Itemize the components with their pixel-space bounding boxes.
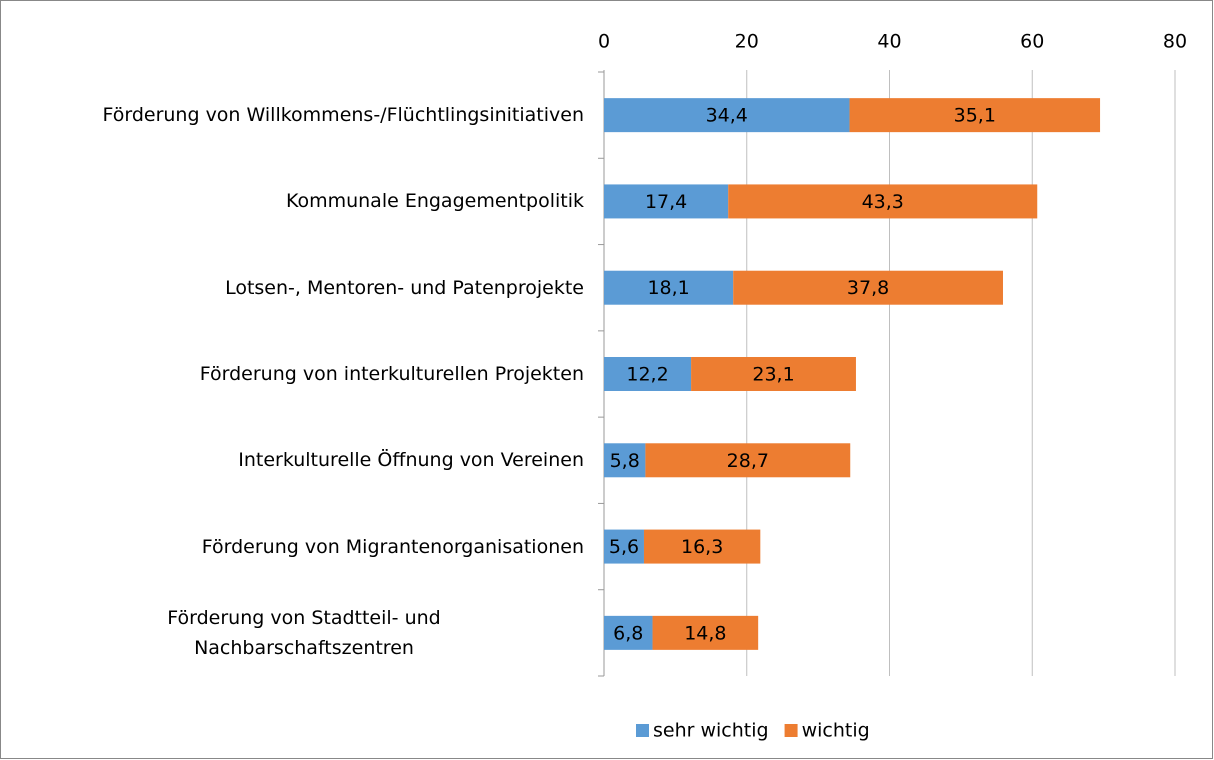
bar-segment bbox=[691, 357, 856, 391]
bar-segment bbox=[604, 98, 850, 133]
data-label: 6,8 bbox=[613, 622, 643, 644]
bar-segment bbox=[604, 443, 646, 478]
data-label: 5,6 bbox=[609, 536, 639, 558]
bar-segment bbox=[652, 615, 759, 650]
bar-segment bbox=[849, 98, 1101, 133]
x-tick-label: 40 bbox=[877, 31, 901, 53]
data-label: 35,1 bbox=[954, 105, 996, 127]
data-label: 18,1 bbox=[647, 277, 689, 299]
bar-segment bbox=[604, 270, 734, 305]
legend-label: sehr wichtig bbox=[653, 720, 769, 742]
bar-segment bbox=[643, 529, 761, 564]
data-label: 23,1 bbox=[752, 364, 794, 386]
bar-segment bbox=[604, 529, 644, 564]
x-tick-label: 60 bbox=[1020, 31, 1044, 53]
y-tick-label: Förderung von Willkommens-/Flüchtlingsin… bbox=[102, 104, 584, 127]
data-label: 34,4 bbox=[706, 105, 748, 127]
bar-segment bbox=[728, 184, 1038, 219]
bar-segment bbox=[604, 357, 692, 391]
x-tick-label: 0 bbox=[598, 31, 610, 53]
bar-segment bbox=[645, 443, 851, 478]
y-tick-label: Förderung von Stadtteil- und Nachbarscha… bbox=[167, 606, 441, 659]
y-tick-label: Förderung von Migrantenorganisationen bbox=[201, 535, 584, 558]
legend-label: wichtig bbox=[802, 720, 870, 742]
legend-swatch bbox=[784, 724, 798, 737]
bar-segment bbox=[733, 270, 1003, 305]
y-tick-label: Lotsen-, Mentoren- und Patenprojekte bbox=[225, 276, 584, 299]
data-label: 43,3 bbox=[862, 191, 904, 213]
data-label: 16,3 bbox=[681, 536, 723, 558]
y-tick-label: Kommunale Engagementpolitik bbox=[285, 190, 584, 213]
bar-segment bbox=[604, 184, 729, 219]
x-tick-label: 80 bbox=[1163, 31, 1187, 53]
y-tick-label: Förderung von interkulturellen Projekten bbox=[199, 363, 584, 385]
x-tick-label: 20 bbox=[735, 31, 759, 53]
data-label: 5,8 bbox=[610, 450, 640, 472]
data-label: 14,8 bbox=[684, 622, 726, 644]
data-label: 37,8 bbox=[847, 277, 889, 299]
bar-segment bbox=[604, 615, 653, 650]
data-label: 17,4 bbox=[645, 191, 687, 213]
legend-swatch bbox=[636, 724, 649, 737]
data-label: 28,7 bbox=[727, 450, 769, 472]
data-label: 12,2 bbox=[626, 364, 668, 386]
y-tick-label: Interkulturelle Öffnung von Vereinen bbox=[238, 449, 584, 472]
